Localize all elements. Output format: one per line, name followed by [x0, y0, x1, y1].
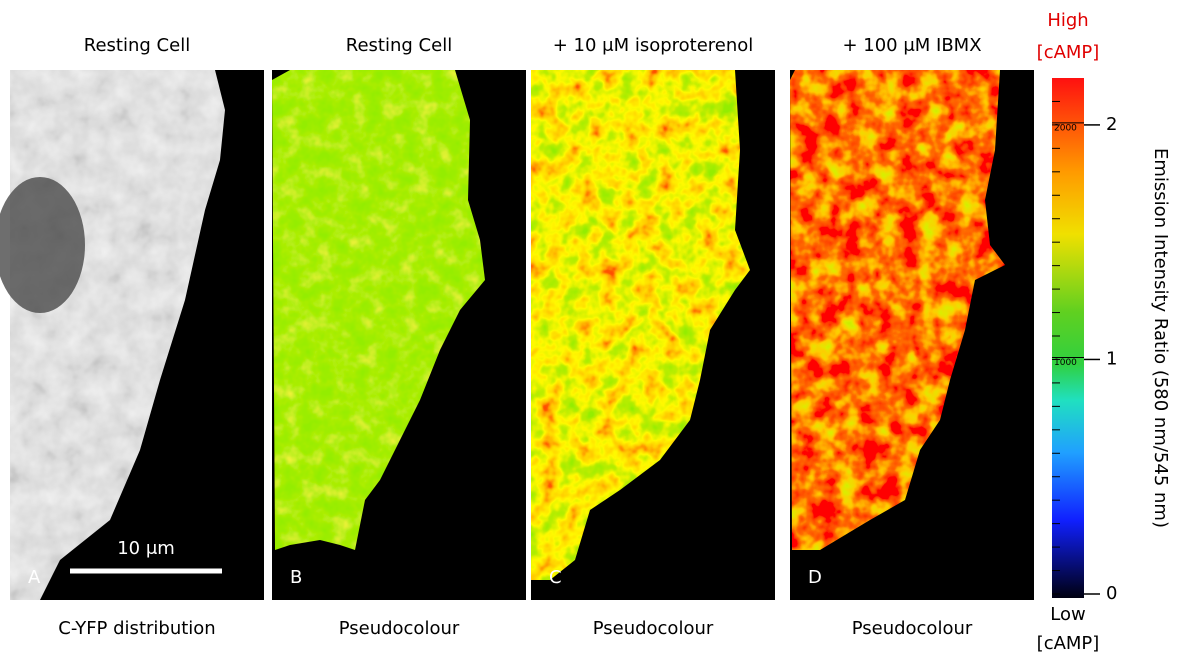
scale-bar-label: 10 μm	[117, 538, 175, 559]
low-label: Low	[1050, 604, 1085, 625]
panel-title: Resting Cell	[84, 35, 190, 56]
high-label: High	[1047, 10, 1088, 31]
panel-letter: B	[290, 567, 302, 588]
panel-letter: D	[808, 567, 822, 588]
figure: 10 μm Resting Cell Resting Cell + 10 μM …	[0, 0, 1182, 657]
colorbar-tick-label: 0	[1106, 583, 1117, 604]
colorbar-tick-label: 2	[1106, 114, 1117, 135]
low-label: [cAMP]	[1037, 633, 1100, 654]
panel-title: + 10 μM isoproterenol	[553, 35, 754, 56]
panel-caption: C-YFP distribution	[58, 618, 215, 639]
colorbar	[1052, 78, 1084, 598]
colorbar-tick-label: 1	[1106, 348, 1117, 369]
panel-caption: Pseudocolour	[593, 618, 714, 639]
panel-letter: A	[28, 567, 41, 588]
panel-title: + 100 μM IBMX	[842, 35, 981, 56]
high-label: [cAMP]	[1037, 42, 1100, 63]
panel-caption: Pseudocolour	[852, 618, 973, 639]
panel-caption: Pseudocolour	[339, 618, 460, 639]
inner-label: 1000	[1054, 358, 1077, 368]
panel-letter: C	[549, 567, 562, 588]
inner-label: 2000	[1054, 123, 1077, 133]
panel-title: Resting Cell	[346, 35, 452, 56]
colorbar-axis-label: Emission Intensity Ratio (580 nm/545 nm)	[1150, 148, 1171, 528]
